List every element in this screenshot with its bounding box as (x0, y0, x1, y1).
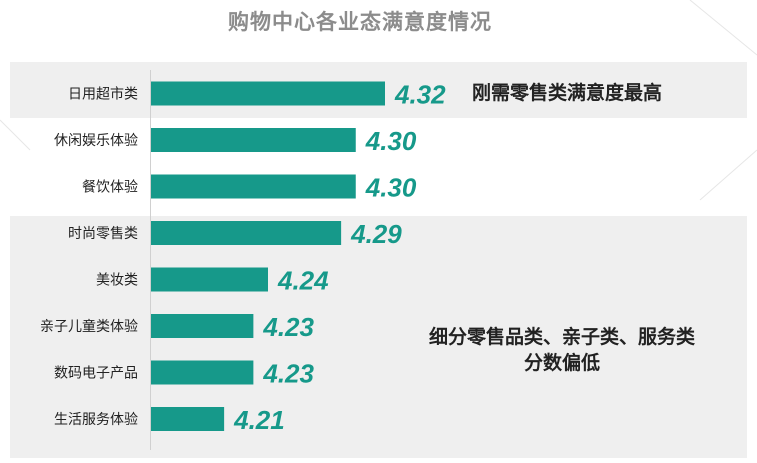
bar (151, 174, 356, 199)
data-label: 4.23 (262, 312, 314, 342)
data-label: 4.30 (365, 126, 417, 156)
bar (151, 221, 342, 245)
bar (151, 360, 254, 385)
bar (151, 81, 385, 106)
data-label: 4.29 (350, 219, 402, 249)
data-label: 4.24 (277, 266, 329, 296)
category-label: 时尚零售类 (68, 226, 138, 242)
bar (151, 267, 268, 292)
bar (151, 128, 356, 152)
data-label: 4.32 (394, 80, 446, 110)
highlight-band-bottom (10, 216, 747, 458)
data-label: 4.30 (365, 173, 417, 203)
data-label: 4.21 (233, 405, 285, 435)
bar (151, 314, 254, 338)
category-label: 休闲娱乐体验 (54, 133, 138, 149)
chart-title: 购物中心各业态满意度情况 (228, 10, 492, 34)
category-label: 数码电子产品 (54, 366, 138, 382)
category-label: 餐饮体验 (82, 180, 138, 196)
annotation-bottom-line2: 分数偏低 (523, 352, 600, 374)
category-label: 美妆类 (96, 273, 138, 289)
category-label: 日用超市类 (68, 86, 138, 103)
annotation-bottom-line1: 细分零售品类、亲子类、服务类 (428, 326, 695, 348)
annotation-bottom: 细分零售品类、亲子类、服务类 分数偏低 (392, 324, 732, 376)
annotation-top: 刚需零售类满意度最高 (472, 82, 663, 104)
data-label: 4.23 (262, 359, 314, 389)
category-label: 亲子儿童类体验 (40, 318, 138, 335)
bar (151, 407, 225, 431)
category-label: 生活服务体验 (54, 412, 138, 428)
category-axis-line (150, 70, 151, 450)
